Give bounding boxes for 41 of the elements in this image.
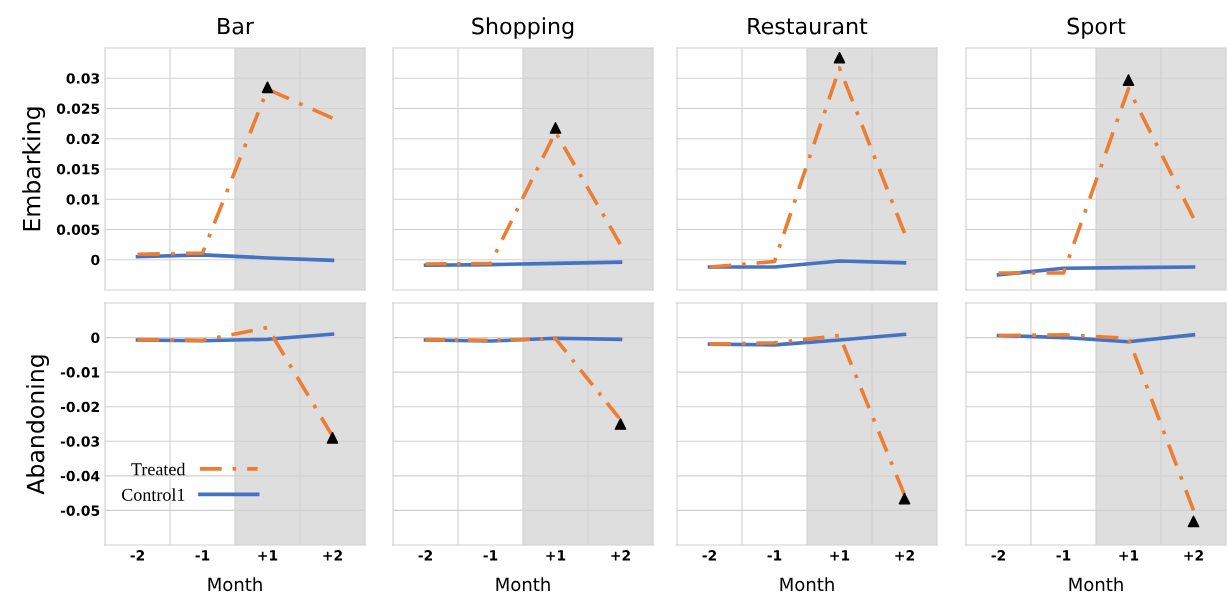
y-tick-label: -0.03 — [60, 436, 100, 447]
x-tick-label: +1 — [1119, 550, 1139, 561]
x-tick-label: -2 — [702, 550, 717, 561]
chart-title: Shopping — [472, 17, 574, 39]
y-tick-label: 0 — [91, 254, 100, 266]
legend-label: Treated — [131, 462, 186, 476]
y-tick-label: -0.04 — [60, 470, 100, 482]
x-tick-label: +1 — [546, 550, 566, 561]
legend-label: Control1 — [121, 488, 185, 501]
y-tick-label: -0.01 — [60, 367, 100, 378]
x-tick-label: +1 — [258, 550, 278, 561]
x-axis-title: Month — [208, 577, 262, 592]
y-axis-title: Embarking — [22, 107, 46, 231]
y-tick-label: 0.03 — [66, 73, 100, 84]
x-tick-label: -1 — [483, 550, 498, 561]
x-tick-label: -1 — [767, 550, 782, 561]
x-tick-label: -2 — [130, 550, 145, 561]
y-tick-label: 0.025 — [56, 103, 100, 114]
y-tick-label: 0.02 — [66, 133, 99, 145]
x-tick-label: -2 — [991, 550, 1006, 561]
x-tick-label: -1 — [1056, 550, 1071, 561]
chart-title: Bar — [218, 17, 254, 35]
y-axis-title: Abandoning — [26, 355, 49, 495]
x-tick-label: +1 — [830, 550, 850, 561]
chart-title: Restaurant — [748, 17, 868, 35]
x-axis-title: Month — [1069, 577, 1123, 592]
y-tick-label: 0.01 — [66, 194, 100, 205]
x-tick-label: -2 — [418, 550, 433, 561]
x-axis-title: Month — [780, 577, 834, 592]
y-tick-label: 0.015 — [56, 163, 100, 175]
y-tick-label: -0.05 — [60, 505, 100, 516]
x-tick-label: +2 — [323, 550, 342, 561]
y-tick-label: 0 — [91, 332, 100, 344]
y-tick-label: 0.005 — [56, 224, 100, 235]
x-tick-label: +2 — [1184, 550, 1203, 561]
x-axis-title: Month — [496, 577, 550, 592]
x-tick-label: -1 — [195, 550, 210, 561]
x-tick-label: +2 — [895, 550, 914, 561]
chart-title: Sport — [1067, 17, 1126, 39]
x-tick-label: +2 — [611, 550, 630, 561]
y-tick-label: -0.02 — [60, 401, 99, 413]
